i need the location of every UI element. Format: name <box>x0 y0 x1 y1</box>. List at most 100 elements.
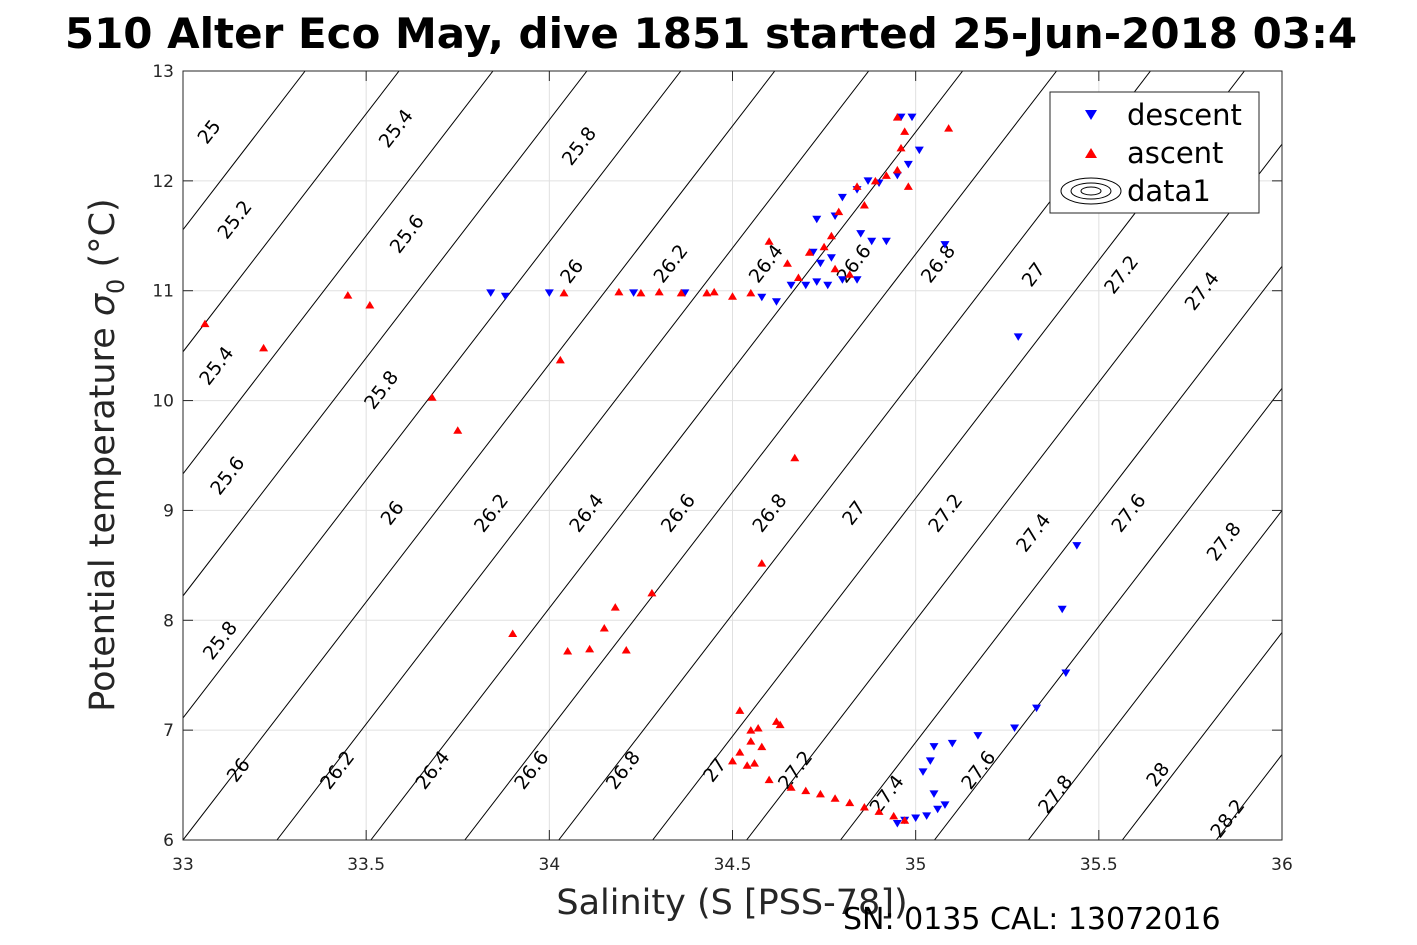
legend-data1-label: data1 <box>1127 174 1211 208</box>
descent-point <box>1061 669 1071 678</box>
descent-point <box>815 259 825 268</box>
ascent-point <box>834 207 844 216</box>
descent-point <box>940 801 950 809</box>
isopycnal-line <box>276 71 870 840</box>
descent-point <box>812 278 822 286</box>
ascent-point <box>900 816 910 824</box>
y-tick-label: 8 <box>163 611 174 631</box>
ascent-point <box>555 355 565 364</box>
ascent-point <box>427 393 437 401</box>
ascent-point <box>621 645 631 654</box>
descent-point <box>933 805 943 814</box>
ascent-point <box>892 165 902 174</box>
isopycnal-line <box>183 71 400 353</box>
descent-point <box>757 293 767 302</box>
ascent-point <box>859 201 869 209</box>
serial-calibration-text: SN: 0135 CAL: 13072016 <box>843 902 1221 937</box>
descent-point <box>925 757 935 765</box>
x-tick-label: 33 <box>172 855 194 875</box>
descent-point <box>947 739 957 748</box>
descent-point <box>837 193 847 202</box>
descent-point <box>892 171 902 180</box>
ascent-point <box>881 171 891 179</box>
descent-point <box>826 254 836 262</box>
ascent-point <box>676 288 686 297</box>
x-tick-label: 35.5 <box>1080 855 1118 875</box>
ascent-point <box>614 287 624 296</box>
ascent-point <box>764 237 774 245</box>
descent-point <box>922 812 932 820</box>
descent-point <box>929 743 939 751</box>
legend-contour-icon <box>1060 177 1122 205</box>
ascent-point <box>815 789 825 798</box>
ascent-point <box>746 726 756 734</box>
ascent-point <box>845 798 855 807</box>
legend: descent ascent data1 <box>1049 91 1260 214</box>
ascent-point <box>559 288 569 297</box>
data-points <box>200 113 1082 828</box>
descent-point <box>1057 605 1067 614</box>
descent-point <box>856 230 866 238</box>
descent-point <box>881 237 891 246</box>
ascent-point <box>830 264 840 273</box>
ascent-point <box>757 559 767 567</box>
ascent-point <box>749 759 759 767</box>
descent-point <box>892 820 902 828</box>
descent-point <box>1010 724 1020 732</box>
ascent-point <box>735 748 745 756</box>
isopycnal-line <box>183 71 588 597</box>
y-tick-label: 10 <box>152 392 174 412</box>
descent-point <box>911 814 921 823</box>
ascent-point <box>746 288 756 297</box>
descent-point <box>907 113 917 122</box>
ascent-point <box>508 629 518 637</box>
ascent-point <box>889 811 899 820</box>
x-tick-label: 35 <box>905 855 927 875</box>
x-axis-label: Salinity (S [PSS-78]) <box>556 883 907 923</box>
isopycnal-line <box>840 265 1282 840</box>
descent-point <box>771 298 781 306</box>
legend-ascent-marker <box>1085 148 1097 158</box>
descent-point <box>823 281 833 290</box>
isopycnal-line <box>183 71 682 719</box>
x-tick-label: 36 <box>1271 855 1293 875</box>
ascent-point <box>746 737 756 745</box>
x-tick-label: 34.5 <box>714 855 752 875</box>
ascent-point <box>793 273 803 282</box>
descent-point <box>837 276 847 284</box>
ascent-point <box>563 647 573 655</box>
y-tick-label: 12 <box>152 172 174 192</box>
legend-descent-marker <box>1085 110 1097 120</box>
descent-point <box>973 732 983 740</box>
ascent-point <box>709 287 719 296</box>
y-tick-label: 6 <box>163 831 174 851</box>
legend-descent-label: descent <box>1127 98 1242 132</box>
descent-point <box>786 281 796 290</box>
ascent-point <box>819 242 829 251</box>
ascent-point <box>896 143 906 152</box>
descent-point <box>1032 704 1042 713</box>
ascent-point <box>742 761 752 769</box>
ascent-point <box>870 176 880 185</box>
ascent-point <box>259 343 269 352</box>
ascent-point <box>786 783 796 791</box>
ascent-point <box>585 644 595 653</box>
descent-point <box>486 289 496 297</box>
ascent-point <box>892 113 902 121</box>
ascent-point <box>782 259 792 267</box>
y-tick-label: 13 <box>152 62 174 82</box>
ascent-point <box>903 182 913 190</box>
ascent-point <box>804 248 814 256</box>
chart-title: 510 Alter Eco May, dive 1851 started 25-… <box>65 9 1357 58</box>
ascent-point <box>728 292 737 300</box>
ascent-point <box>790 453 800 462</box>
ascent-point <box>826 231 836 240</box>
descent-point <box>914 146 924 155</box>
ascent-point <box>944 124 954 132</box>
descent-point <box>801 281 811 290</box>
ascent-point <box>343 291 353 299</box>
descent-point <box>544 289 554 297</box>
ascent-point <box>771 717 781 725</box>
isopycnal-line <box>183 71 494 475</box>
